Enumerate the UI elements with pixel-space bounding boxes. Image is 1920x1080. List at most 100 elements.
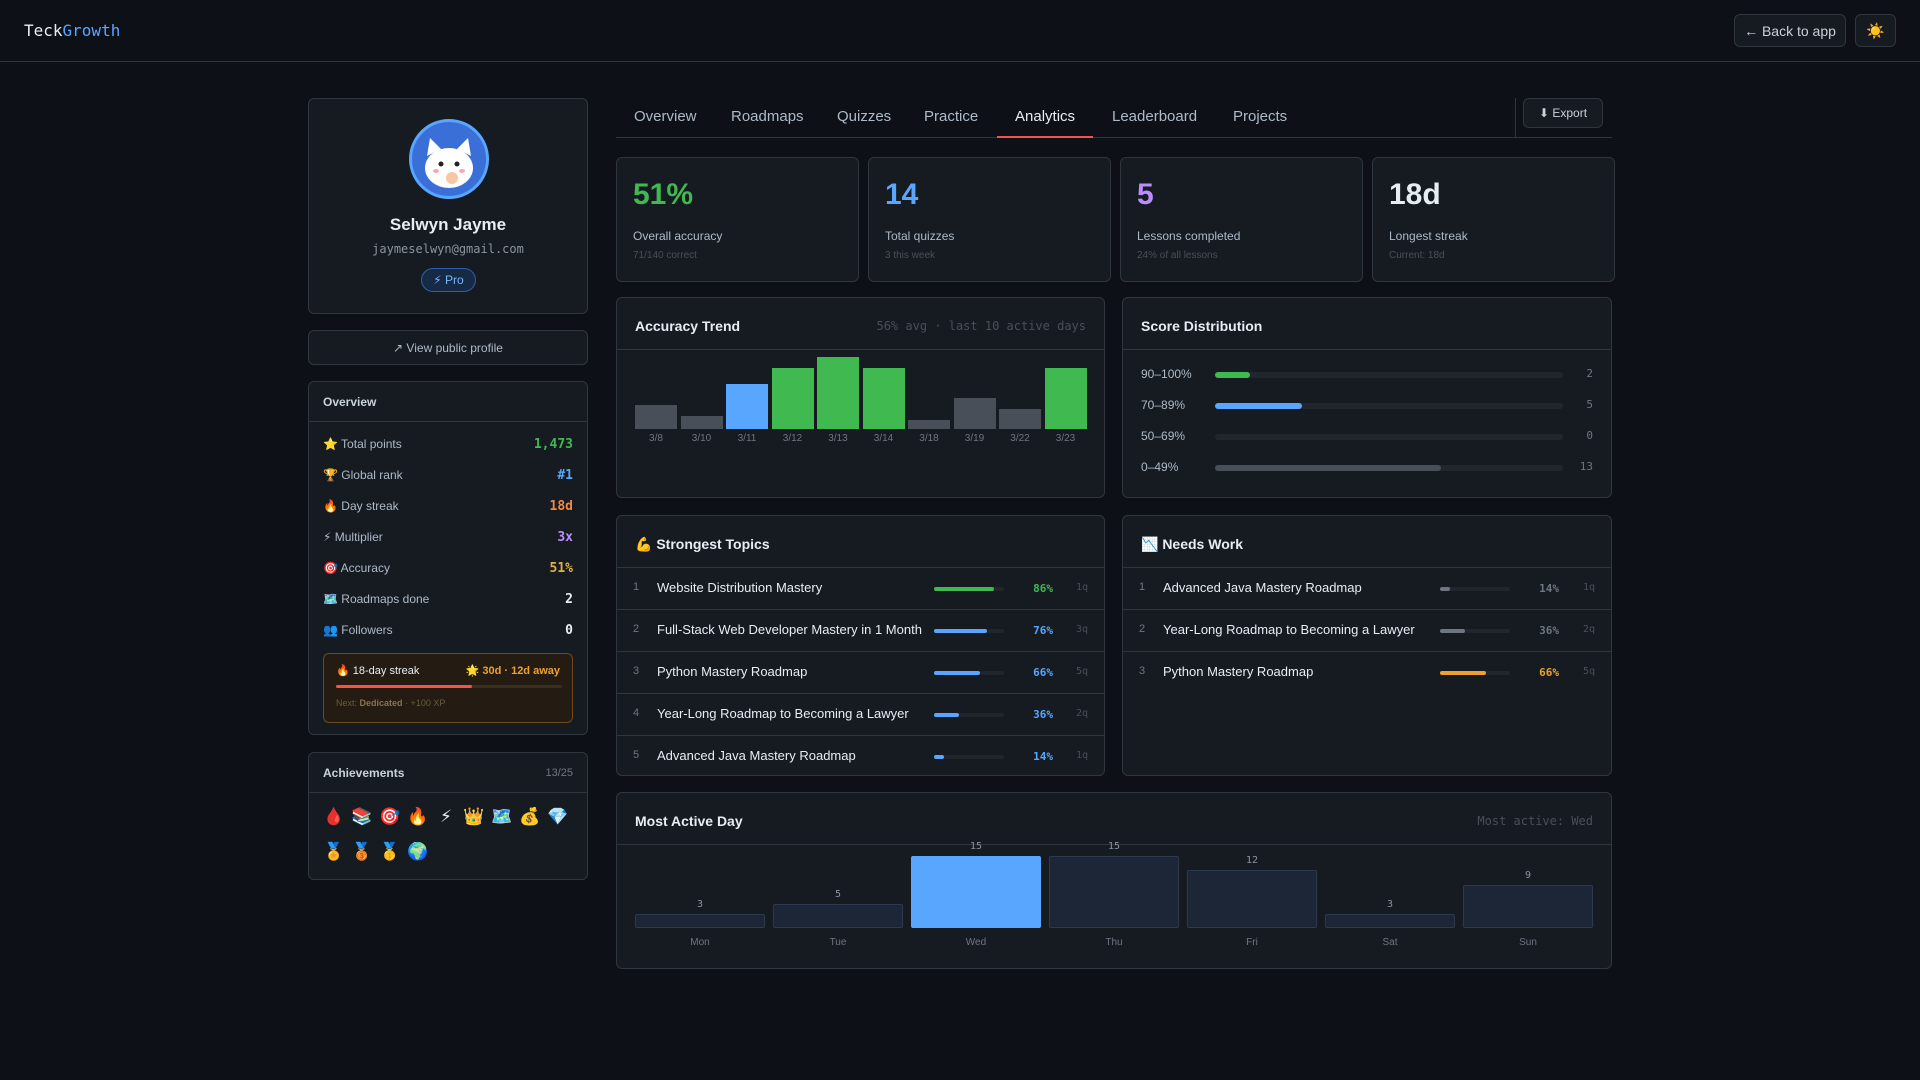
day-name-label: Thu: [1105, 937, 1123, 948]
streak-label: 🔥 18-day streak: [336, 665, 420, 677]
achievement-badge-icon[interactable]: 🥇: [379, 842, 401, 861]
topic-progress-fill: [934, 755, 944, 759]
tab-overview[interactable]: Overview: [634, 108, 697, 125]
achievement-badge-icon[interactable]: 🗺️: [491, 807, 513, 826]
trend-bar: [908, 420, 950, 429]
main-tabs: Overview Roadmaps Quizzes Practice Analytics…: [616, 98, 1612, 138]
topic-row[interactable]: 2 Year-Long Roadmap to Becoming a Lawyer 3…: [1123, 609, 1611, 651]
achievement-badge-icon[interactable]: 📚: [351, 807, 373, 826]
trend-day-label: 3/10: [691, 433, 712, 444]
score-range-label: 70–89%: [1141, 398, 1186, 412]
kpi-label: Longest streak: [1389, 229, 1468, 243]
topic-percent: 14%: [1033, 750, 1053, 763]
topic-quiz-count: 2q: [1582, 624, 1595, 635]
achievements-grid: 🩸 📚 🎯 🔥 ⚡ 👑 🗺️ 💰 💎 🏅 🥉 🥇 🌍: [323, 807, 573, 872]
top-bar: TeckGrowth ← Back to app ☀️: [0, 0, 1920, 62]
trend-day-label: 3/12: [782, 433, 803, 444]
kpi-label: Overall accuracy: [633, 229, 723, 243]
trend-bar: [635, 404, 677, 429]
app-logo[interactable]: TeckGrowth: [24, 21, 120, 40]
day-value-label: 15: [969, 841, 983, 852]
stat-value: 18d: [549, 498, 573, 514]
topic-name: Year-Long Roadmap to Becoming a Lawyer: [657, 706, 909, 721]
achievement-badge-icon[interactable]: 🔥: [407, 807, 429, 826]
day-value-label: 15: [1107, 841, 1121, 852]
topic-rank: 5: [633, 749, 640, 761]
achievement-badge-icon[interactable]: 💎: [547, 807, 569, 826]
trend-day-label: 3/22: [1010, 433, 1030, 444]
trend-day-label: 3/8: [649, 433, 663, 444]
topic-row[interactable]: 5 Advanced Java Mastery Roadmap 14% 1q: [617, 735, 1104, 777]
achievement-badge-icon[interactable]: 👑: [463, 807, 485, 826]
tab-roadmaps[interactable]: Roadmaps: [731, 108, 804, 125]
topic-progress-fill: [934, 671, 981, 675]
kpi-card: 5 Lessons completed 24% of all lessons: [1120, 157, 1363, 282]
stat-label: 🗺️ Roadmaps done: [323, 592, 430, 606]
topic-percent: 66%: [1539, 666, 1559, 679]
day-value-label: 9: [1524, 869, 1532, 881]
topic-row[interactable]: 3 Python Mastery Roadmap 66% 5q: [1123, 651, 1611, 693]
topic-quiz-count: 5q: [1075, 666, 1088, 677]
day-bar: [1325, 913, 1455, 928]
achievement-badge-icon[interactable]: 🏅: [323, 842, 345, 861]
trend-day-label: 3/23: [1055, 433, 1076, 444]
accuracy-trend-title: Accuracy Trend: [635, 318, 741, 334]
achievement-badge-icon[interactable]: 💰: [519, 807, 541, 826]
tab-leaderboard[interactable]: Leaderboard: [1112, 108, 1198, 125]
topic-row[interactable]: 1 Website Distribution Mastery 86% 1q: [617, 567, 1104, 609]
trend-day-label: 3/14: [873, 433, 894, 444]
day-bar: [1049, 856, 1179, 928]
day-bar: [773, 904, 903, 928]
score-range-track: [1215, 372, 1563, 378]
profile-name: Selwyn Jayme: [389, 215, 507, 234]
topic-row[interactable]: 3 Python Mastery Roadmap 66% 5q: [617, 651, 1104, 693]
topic-progress-fill: [934, 629, 988, 633]
topic-row[interactable]: 1 Advanced Java Mastery Roadmap 14% 1q: [1123, 567, 1611, 609]
trend-day-label: 3/19: [964, 433, 985, 444]
achievement-badge-icon[interactable]: ⚡: [440, 807, 452, 826]
achievement-badge-icon[interactable]: 🩸: [323, 807, 345, 826]
day-name-label: Sun: [1519, 937, 1537, 948]
tab-projects[interactable]: Projects: [1233, 108, 1288, 125]
strongest-topics-title: 💪 Strongest Topics: [635, 536, 770, 552]
day-value-label: 5: [834, 889, 842, 900]
streak-progress-track: [336, 685, 562, 688]
cat-avatar-icon: [425, 138, 473, 188]
topic-percent: 14%: [1539, 582, 1559, 595]
stat-label: 🔥 Day streak: [323, 499, 399, 513]
topic-rank: 4: [633, 707, 640, 719]
tab-practice[interactable]: Practice: [924, 108, 979, 125]
back-to-app-button[interactable]: ← Back to app: [1734, 14, 1846, 47]
export-button[interactable]: ⬇ Export: [1523, 98, 1603, 128]
tab-quizzes[interactable]: Quizzes: [837, 108, 892, 125]
topic-row[interactable]: 4 Year-Long Roadmap to Becoming a Lawyer 3…: [617, 693, 1104, 735]
day-name-label: Sat: [1382, 937, 1398, 948]
topic-name: Full-Stack Web Developer Mastery in 1 Mo…: [657, 622, 922, 637]
topic-name: Year-Long Roadmap to Becoming a Lawyer: [1163, 622, 1415, 637]
achievement-badge-icon[interactable]: 🎯: [379, 807, 401, 826]
needs-work-title: 📉 Needs Work: [1141, 536, 1243, 552]
score-range-label: 90–100%: [1141, 367, 1192, 381]
topic-quiz-count: 1q: [1075, 582, 1088, 593]
topic-row[interactable]: 2 Full-Stack Web Developer Mastery in 1 M…: [617, 609, 1104, 651]
overview-stat-row: 🎯 Accuracy 51%: [323, 558, 573, 578]
day-name-label: Wed: [965, 937, 987, 948]
day-bar: [911, 856, 1041, 928]
trend-day-label: 3/11: [737, 433, 757, 444]
streak-target: 🌟 30d · 12d away: [465, 665, 560, 677]
topic-progress-fill: [1440, 629, 1466, 633]
tab-analytics[interactable]: Analytics: [997, 108, 1094, 138]
score-range-fill: [1215, 372, 1250, 378]
topic-quiz-count: 1q: [1582, 582, 1595, 593]
day-bar: [1463, 884, 1593, 928]
overview-stat-row: 🏆 Global rank #1: [323, 465, 573, 485]
panel-divider: [617, 349, 1104, 350]
tabs-divider: [1515, 98, 1516, 138]
view-public-profile-button[interactable]: ↗ View public profile: [308, 330, 588, 365]
stat-label: ⭐ Total points: [323, 437, 402, 451]
theme-toggle-sun-icon[interactable]: ☀️: [1855, 14, 1896, 47]
achievement-badge-icon[interactable]: 🌍: [407, 842, 429, 861]
achievement-badge-icon[interactable]: 🥉: [351, 842, 373, 861]
topic-progress-track: [1440, 629, 1510, 633]
streak-box: 🔥 18-day streak 🌟 30d · 12d away Next: D…: [323, 653, 573, 723]
